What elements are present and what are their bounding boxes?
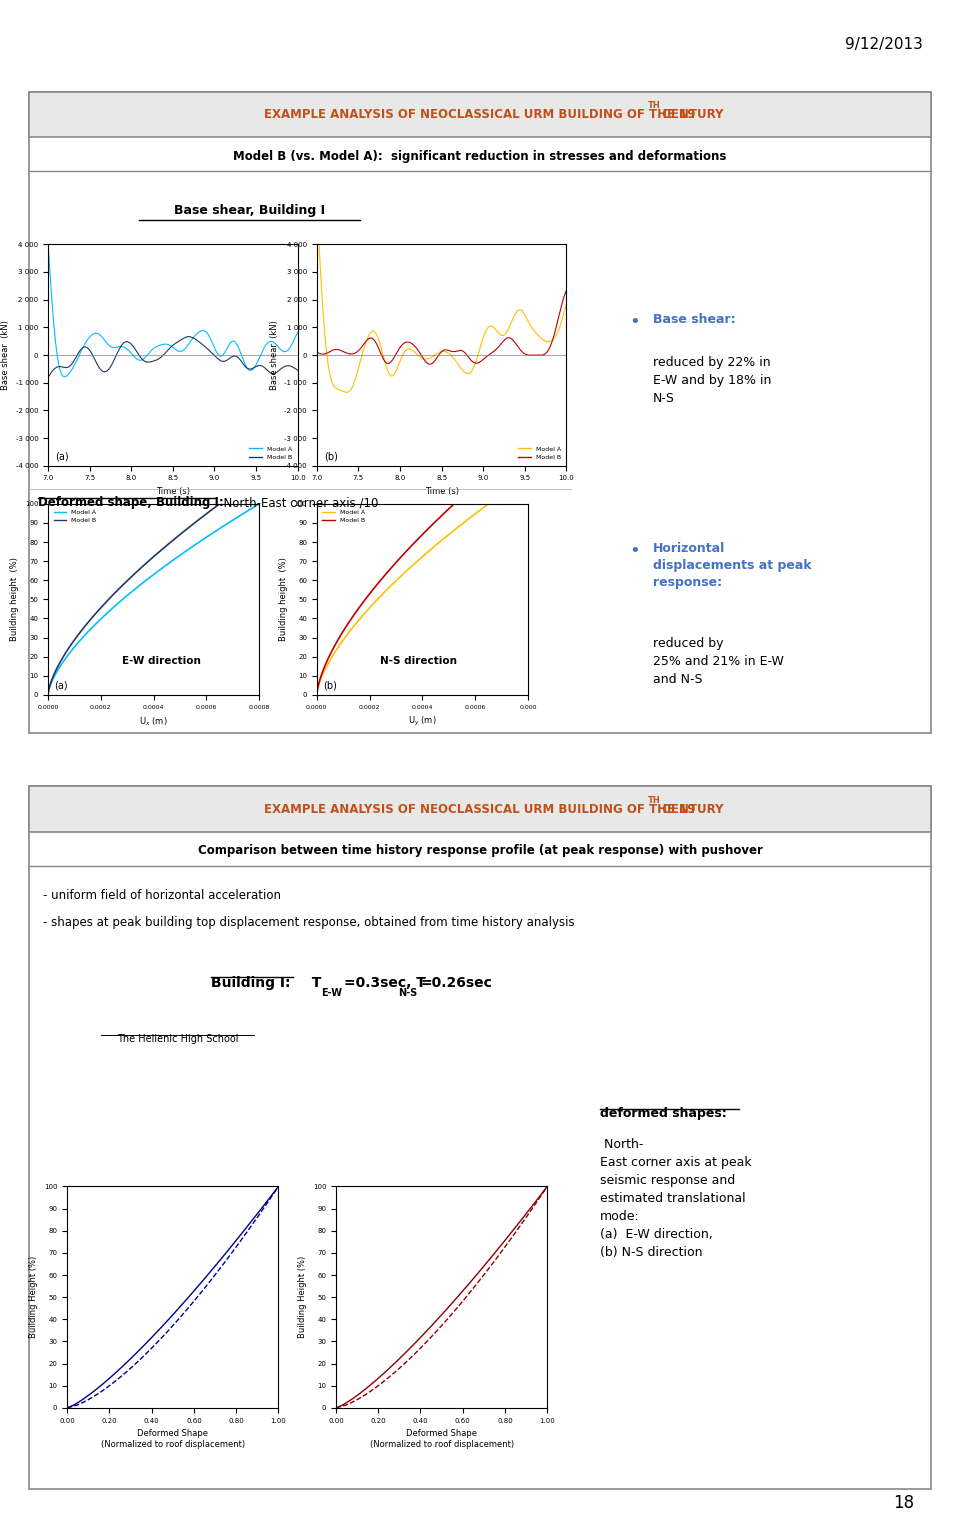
Text: The Hellenic High School: The Hellenic High School [117,1034,238,1044]
Text: reduced by 22% in
E-W and by 18% in
N-S: reduced by 22% in E-W and by 18% in N-S [653,356,771,405]
Text: Building I:: Building I: [211,976,291,989]
Text: Model B (vs. Model A):  significant reduction in stresses and deformations: Model B (vs. Model A): significant reduc… [233,150,727,163]
Text: (b): (b) [324,452,338,461]
Text: T: T [302,976,322,989]
Text: - uniform field of horizontal acceleration: - uniform field of horizontal accelerati… [43,889,281,902]
Text: 9/12/2013: 9/12/2013 [845,37,923,52]
Text: Base shear:: Base shear: [653,313,735,327]
Text: TH: TH [648,796,660,805]
Text: - shapes at peak building top displacement response, obtained from time history : - shapes at peak building top displaceme… [43,916,575,930]
Legend: Model Á, Model B: Model Á, Model B [320,507,368,525]
X-axis label: U$_y$ (m): U$_y$ (m) [408,715,437,728]
Text: North-East corner axis /10: North-East corner axis /10 [216,496,378,510]
Y-axis label: Base shear  (kN): Base shear (kN) [270,321,278,389]
Text: EXAMPLE ANALYSIS OF NEOCLASSICAL URM BUILDING OF THE 19: EXAMPLE ANALYSIS OF NEOCLASSICAL URM BUI… [264,108,696,121]
Text: 18: 18 [893,1493,914,1512]
Text: Horizontal
displacements at peak
response:: Horizontal displacements at peak respons… [653,542,811,589]
X-axis label: Deformed Shape
(Normalized to roof displacement): Deformed Shape (Normalized to roof displ… [101,1429,245,1449]
Text: Base shear, Building I: Base shear, Building I [174,203,325,217]
Legend: Model Á, Model B: Model Á, Model B [516,444,564,463]
X-axis label: U$_x$ (m): U$_x$ (m) [139,715,168,727]
Text: EXAMPLE ANALYSIS OF NEOCLASSICAL URM BUILDING OF THE 19: EXAMPLE ANALYSIS OF NEOCLASSICAL URM BUI… [264,803,696,815]
Y-axis label: Building height  (%): Building height (%) [11,557,19,641]
X-axis label: Time (s): Time (s) [156,487,190,496]
Text: deformed shapes:: deformed shapes: [600,1107,727,1121]
X-axis label: Time (s): Time (s) [424,487,459,496]
Text: North-
East corner axis at peak
seismic response and
estimated translational
mod: North- East corner axis at peak seismic … [600,1138,752,1258]
Legend: Model Á, Model B: Model Á, Model B [247,444,295,463]
Text: =0.3sec, T: =0.3sec, T [344,976,425,989]
Text: N-S direction: N-S direction [380,657,457,666]
Text: Deformed shape, Building I:: Deformed shape, Building I: [38,496,224,510]
Text: (a): (a) [55,681,68,690]
Text: =0.26sec: =0.26sec [420,976,492,989]
Text: CENTURY: CENTURY [658,108,723,121]
Y-axis label: Base shear  (kN): Base shear (kN) [1,321,10,389]
Text: •: • [629,542,639,560]
Y-axis label: Building height  (%): Building height (%) [279,557,288,641]
Text: N-S: N-S [398,988,418,999]
Text: E-W direction: E-W direction [122,657,201,666]
X-axis label: Deformed Shape
(Normalized to roof displacement): Deformed Shape (Normalized to roof displ… [370,1429,514,1449]
Text: Comparison between time history response profile (at peak response) with pushove: Comparison between time history response… [198,844,762,858]
Text: CENTURY: CENTURY [658,803,723,815]
Text: TH: TH [648,101,660,110]
Text: (b): (b) [324,681,337,690]
Text: reduced by
25% and 21% in E-W
and N-S: reduced by 25% and 21% in E-W and N-S [653,637,783,686]
Y-axis label: Building Height (%): Building Height (%) [30,1257,38,1338]
Text: •: • [629,313,639,331]
Legend: Model Á, Model B: Model Á, Model B [51,507,99,525]
Text: (a): (a) [56,452,69,461]
Text: E-W: E-W [322,988,343,999]
Y-axis label: Building Height (%): Building Height (%) [299,1257,307,1338]
